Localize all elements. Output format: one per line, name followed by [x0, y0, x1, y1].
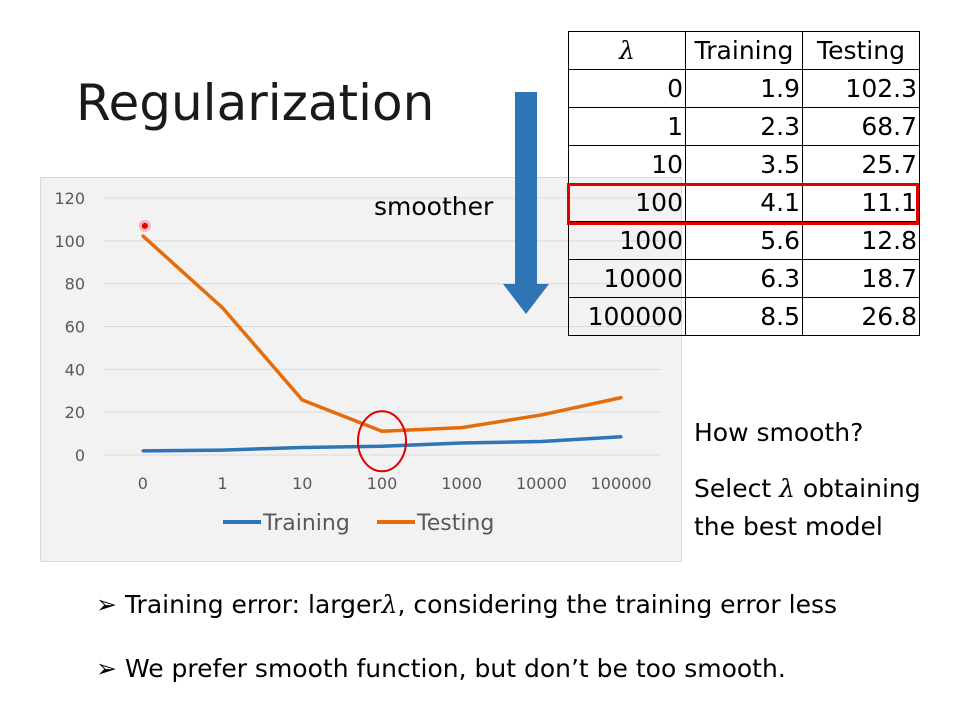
data-point-training: [300, 446, 304, 450]
legend-label-testing: Testing: [416, 511, 494, 536]
series-line-training: [142, 435, 622, 453]
cell-training: 3.5: [685, 145, 803, 184]
y-tick-label: 80: [65, 275, 85, 294]
data-point-training: [141, 449, 145, 453]
y-tick-label: 120: [54, 189, 85, 208]
cell-training: 8.5: [685, 297, 803, 336]
side-select-pre: Select: [694, 474, 780, 503]
table-row: 100000 8.5 26.8: [568, 297, 920, 336]
data-point-training: [619, 435, 623, 439]
cell-training: 4.1: [685, 183, 803, 222]
x-tick-label: 10: [292, 474, 312, 493]
table-row: 1 2.3 68.7: [568, 107, 920, 146]
cell-training: 6.3: [685, 259, 803, 298]
header-testing: Testing: [802, 31, 920, 70]
bullet-training-error: ➢ Training error: largerλ, considering th…: [96, 590, 837, 619]
cell-lambda: 0: [568, 69, 686, 108]
data-point-testing: [460, 426, 464, 430]
cell-lambda: 10: [568, 145, 686, 184]
y-tick-label: 20: [65, 403, 85, 422]
cell-testing: 68.7: [802, 107, 920, 146]
table-row: 10000 6.3 18.7: [568, 259, 920, 298]
cell-lambda: 100000: [568, 297, 686, 336]
cell-lambda: 1000: [568, 221, 686, 260]
x-tick-label: 100: [367, 474, 398, 493]
legend-label-training: Training: [262, 511, 350, 536]
cell-testing: 12.8: [802, 221, 920, 260]
highlight-circle: [357, 410, 407, 473]
bullet-marker-icon: ➢: [96, 590, 117, 619]
cell-testing: 18.7: [802, 259, 920, 298]
data-point-training: [460, 441, 464, 445]
table-row: 0 1.9 102.3: [568, 69, 920, 108]
lambda-table: λ Training Testing 0 1.9 102.3 1 2.3 68.…: [568, 31, 920, 336]
x-tick-label: 0: [138, 474, 148, 493]
down-arrow-icon: [503, 92, 549, 314]
data-point-testing: [539, 413, 543, 417]
bullet-rest: , considering the training error less: [397, 590, 838, 619]
x-tick-label: 1: [217, 474, 227, 493]
data-point-training: [380, 444, 384, 448]
table-row-highlighted: 100 4.1 11.1: [568, 183, 920, 222]
side-select-post: obtaining the best model: [694, 474, 921, 541]
table-row: 1000 5.6 12.8: [568, 221, 920, 260]
side-select-text: Select λ obtaining the best model: [694, 470, 954, 546]
cell-testing: 26.8: [802, 297, 920, 336]
x-tick-label: 100000: [591, 474, 652, 493]
bullet-text: Training error: larger: [124, 590, 382, 619]
y-tick-label: 60: [65, 318, 85, 337]
y-tick-label: 0: [75, 446, 85, 465]
cell-lambda: 10000: [568, 259, 686, 298]
cell-training: 2.3: [685, 107, 803, 146]
table-row: 10 3.5 25.7: [568, 145, 920, 184]
cell-testing: 102.3: [802, 69, 920, 108]
cell-testing: 25.7: [802, 145, 920, 184]
bullet-text: We prefer smooth function, but don’t be …: [124, 654, 786, 683]
side-question: How smooth?: [694, 418, 864, 447]
bullet-lambda: λ: [381, 590, 398, 619]
cell-lambda: 1: [568, 107, 686, 146]
header-lambda: λ: [568, 31, 686, 70]
chart-svg: 0 20 40 60 80 100 120 0 1 10 100 1000 10000 100000 Tra…: [54, 189, 661, 536]
highlight-box: [567, 183, 919, 225]
y-tick-label: 40: [65, 360, 85, 379]
bullet-marker-icon: ➢: [96, 654, 117, 683]
cell-training: 1.9: [685, 69, 803, 108]
pointer-dot: [141, 222, 148, 229]
data-point-testing: [141, 234, 145, 238]
data-point-testing: [380, 429, 384, 433]
data-point-training: [221, 448, 225, 452]
x-tick-label: 1000: [441, 474, 482, 493]
y-tick-label: 100: [54, 232, 85, 251]
smoother-label: smoother: [374, 192, 494, 221]
x-tick-label: 10000: [516, 474, 567, 493]
header-training: Training: [685, 31, 803, 70]
bullet-prefer-smooth: ➢ We prefer smooth function, but don’t be…: [96, 654, 786, 683]
cell-lambda: 100: [568, 183, 686, 222]
data-point-training: [539, 440, 543, 444]
table-header-row: λ Training Testing: [568, 31, 920, 70]
side-select-lambda: λ: [779, 474, 795, 503]
data-point-testing: [300, 398, 304, 402]
data-point-testing: [619, 396, 623, 400]
slide-title: Regularization: [76, 74, 435, 132]
cell-training: 5.6: [685, 221, 803, 260]
data-point-testing: [221, 306, 225, 310]
